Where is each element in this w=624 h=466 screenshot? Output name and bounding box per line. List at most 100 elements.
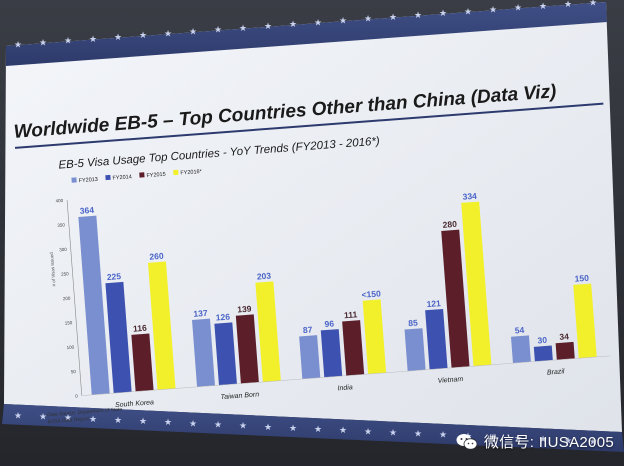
category-label: Taiwan Born bbox=[220, 391, 259, 401]
band-star-icon: ★ bbox=[364, 426, 372, 436]
bar bbox=[362, 299, 387, 375]
band-star-icon: ★ bbox=[564, 435, 572, 445]
bar-value-label: 280 bbox=[442, 219, 457, 230]
bar-value-label: 54 bbox=[514, 325, 524, 336]
band-star-icon: ★ bbox=[264, 21, 272, 31]
band-star-icon: ★ bbox=[239, 421, 247, 431]
band-star-icon: ★ bbox=[89, 34, 97, 44]
top-band-stars: ★ ★ ★ ★ ★ ★ ★ ★ ★ ★ ★ ★ ★ ★ ★ ★ ★ ★ ★ ★ ★ ★ ★ ★ bbox=[14, 0, 597, 49]
bar-value-label: 30 bbox=[537, 335, 547, 346]
bar bbox=[425, 308, 448, 370]
y-tick-label: 300 bbox=[59, 247, 67, 253]
category-label: India bbox=[337, 384, 353, 392]
band-star-icon: ★ bbox=[289, 19, 297, 29]
bar-value-label: 334 bbox=[462, 191, 477, 202]
band-star-icon: ★ bbox=[339, 16, 347, 26]
bar-value-label: 96 bbox=[324, 318, 334, 329]
band-star-icon: ★ bbox=[64, 413, 72, 423]
source-note: Data Source: Department of State bbox=[47, 407, 123, 419]
band-star-icon: ★ bbox=[589, 0, 597, 7]
bar bbox=[461, 201, 492, 367]
category-label: South Korea bbox=[115, 399, 154, 409]
band-star-icon: ★ bbox=[114, 415, 122, 425]
band-star-icon: ★ bbox=[514, 433, 522, 443]
bar bbox=[235, 314, 259, 384]
band-star-icon: ★ bbox=[314, 424, 322, 434]
band-star-icon: ★ bbox=[464, 6, 472, 16]
band-star-icon: ★ bbox=[189, 418, 197, 428]
bar-value-label: 139 bbox=[237, 303, 252, 314]
legend-swatch bbox=[173, 169, 179, 176]
legend-label: FY2016* bbox=[180, 169, 203, 177]
bar-value-label: 137 bbox=[193, 308, 208, 319]
band-star-icon: ★ bbox=[389, 427, 397, 437]
bar bbox=[299, 335, 321, 379]
y-tick-label: 0 bbox=[75, 393, 78, 398]
heading-rule bbox=[14, 102, 604, 149]
y-tick-label: 400 bbox=[55, 198, 63, 204]
bar-value-label: <150 bbox=[361, 288, 381, 299]
band-star-icon: ★ bbox=[39, 412, 47, 422]
x-axis-baseline bbox=[81, 355, 611, 396]
chart-legend: FY2013 FY2014 FY2015 FY2016* bbox=[71, 169, 203, 184]
band-star-icon: ★ bbox=[489, 5, 497, 15]
y-tick-label: 100 bbox=[66, 344, 74, 350]
bar bbox=[510, 335, 531, 364]
band-star-icon: ★ bbox=[39, 38, 47, 48]
y-tick-label: 200 bbox=[63, 296, 71, 302]
band-star-icon: ★ bbox=[339, 425, 347, 435]
bar-value-label: 364 bbox=[79, 205, 94, 216]
band-star-icon: ★ bbox=[389, 12, 397, 22]
bar bbox=[320, 329, 343, 378]
bar bbox=[131, 333, 154, 392]
y-tick-label: 350 bbox=[57, 222, 65, 228]
band-star-icon: ★ bbox=[364, 14, 372, 24]
category-label: Vietnam bbox=[437, 376, 463, 385]
bottom-band-stars: ★★★★★★★★★★★★★★★★★★★★★★★★ bbox=[14, 410, 597, 446]
bar-value-label: 87 bbox=[303, 324, 313, 335]
legend-label: FY2014 bbox=[112, 174, 132, 181]
band-star-icon: ★ bbox=[239, 23, 247, 33]
band-star-icon: ★ bbox=[539, 1, 547, 11]
band-star-icon: ★ bbox=[214, 420, 222, 430]
legend-swatch bbox=[71, 177, 77, 183]
band-star-icon: ★ bbox=[214, 25, 222, 35]
y-tick-label: 150 bbox=[65, 320, 73, 326]
band-star-icon: ★ bbox=[164, 417, 172, 427]
band-star-icon: ★ bbox=[139, 30, 147, 40]
y-tick-label: 50 bbox=[71, 369, 77, 374]
slide-top-band bbox=[6, 2, 607, 66]
bar bbox=[441, 229, 470, 368]
bar-value-label: 225 bbox=[106, 271, 121, 282]
bar-value-label: 203 bbox=[256, 271, 271, 282]
band-star-icon: ★ bbox=[64, 36, 72, 46]
category-label: Brazil bbox=[547, 368, 565, 376]
wechat-watermark: 微信号: IIUSA2005 bbox=[456, 431, 614, 452]
bar bbox=[192, 318, 215, 387]
bar-value-label: 85 bbox=[408, 318, 418, 329]
y-tick-label: 250 bbox=[61, 271, 69, 277]
band-star-icon: ★ bbox=[14, 39, 22, 49]
bar bbox=[573, 283, 597, 359]
band-star-icon: ★ bbox=[14, 410, 22, 420]
band-star-icon: ★ bbox=[114, 32, 122, 42]
band-star-icon: ★ bbox=[89, 414, 97, 424]
band-star-icon: ★ bbox=[539, 434, 547, 444]
bar-value-label: 116 bbox=[133, 323, 148, 334]
bar-value-label: 111 bbox=[344, 309, 358, 320]
bar-value-label: 34 bbox=[559, 331, 569, 342]
bar bbox=[404, 328, 426, 372]
band-star-icon: ★ bbox=[289, 423, 297, 433]
band-star-icon: ★ bbox=[139, 416, 147, 426]
legend-swatch bbox=[105, 174, 111, 181]
wechat-icon bbox=[456, 433, 478, 451]
bar bbox=[105, 281, 132, 394]
bar bbox=[342, 320, 365, 376]
bar-plot-area: 364 225 116 260 137 126 139 203 87 96 111<150 85 121… bbox=[78, 191, 611, 396]
y-axis-label: # of Visas Issued bbox=[49, 252, 57, 287]
band-star-icon: ★ bbox=[439, 8, 447, 18]
bar bbox=[255, 281, 281, 382]
bar bbox=[533, 345, 553, 362]
band-star-icon: ★ bbox=[439, 430, 447, 440]
